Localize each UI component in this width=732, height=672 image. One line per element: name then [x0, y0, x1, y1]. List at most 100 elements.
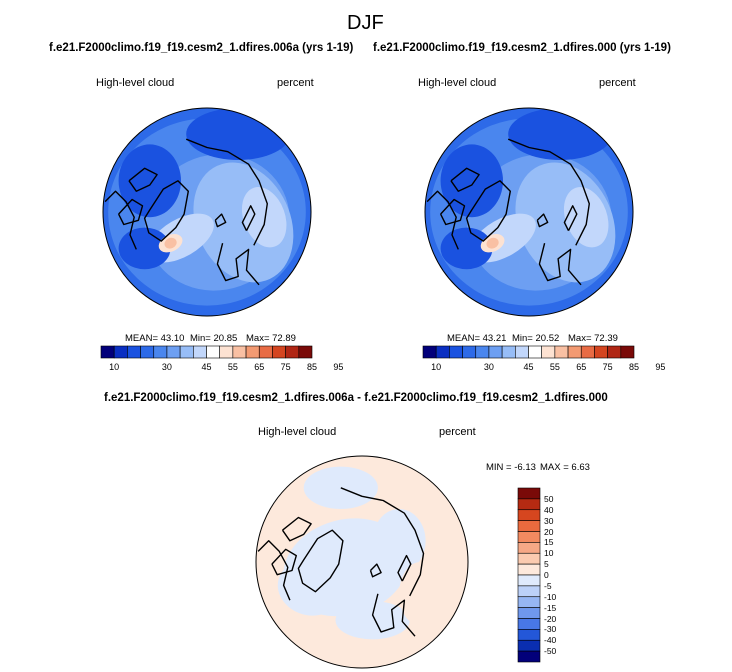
panel-1-variable-label: High-level cloud	[96, 77, 175, 89]
coastline-1	[128, 167, 158, 192]
panel-3-title: f.e21.F2000climo.f19_f19.cesm2_1.dfires.…	[104, 392, 608, 404]
colorbar-tick-label: 45	[201, 362, 212, 372]
field-region	[563, 187, 609, 248]
colorbar-tick-label: -50	[544, 646, 557, 657]
colorbar-cell	[517, 650, 541, 663]
colorbar-tick-label: -5	[544, 580, 552, 591]
coastline-6	[241, 205, 256, 232]
coastline-5	[185, 138, 268, 246]
colorbar-cell	[298, 345, 313, 359]
colorbar-tick-label: 75	[280, 362, 291, 372]
panel-2-variable-label: High-level cloud	[418, 77, 497, 89]
coastline-6	[397, 554, 412, 582]
colorbar-tick-label: -10	[544, 591, 557, 602]
panel-2-mean-stat: MEAN= 43.21	[447, 333, 507, 344]
colorbar-tick-label: 20	[544, 526, 554, 537]
map-border	[424, 107, 634, 317]
colorbar-tick-label: 95	[333, 362, 344, 372]
figure-title: DJF	[347, 12, 384, 34]
field-region	[399, 562, 442, 626]
coastline-4	[371, 593, 416, 637]
panel-3-max-stat: MAX = 6.63	[540, 462, 590, 473]
field-region	[164, 237, 177, 249]
colorbar-tick-label: 85	[628, 362, 640, 372]
colorbar-cell	[517, 531, 541, 543]
colorbar-cell	[517, 487, 541, 500]
coastline-2	[117, 198, 144, 226]
colorbar-cell	[517, 563, 541, 576]
colorbar-tick-label: 30	[544, 515, 554, 526]
coastline-5	[340, 487, 425, 597]
colorbar-tick-label: 75	[602, 362, 613, 372]
coastline-7	[536, 213, 549, 228]
panel-3-min-stat: MIN = -6.13	[486, 462, 536, 473]
colorbar-cell	[517, 520, 541, 532]
colorbar-tick-label: 55	[227, 362, 238, 372]
panel-3-units-label: percent	[439, 426, 476, 438]
colorbar-cell	[517, 509, 541, 521]
panel-3-variable-label: High-level cloud	[258, 426, 337, 438]
coastline-2	[271, 548, 297, 576]
map-border	[102, 107, 312, 317]
field-region	[241, 187, 287, 248]
panel-2-title: f.e21.F2000climo.f19_f19.cesm2_1.dfires.…	[373, 42, 671, 54]
colorbar-cell	[517, 498, 541, 511]
colorbar-tick-label: -40	[544, 635, 557, 646]
field-region	[118, 144, 181, 218]
coastline-4	[538, 243, 582, 286]
colorbar-tick-label: 50	[544, 493, 554, 504]
coastline-1	[281, 516, 312, 542]
coastline-1	[450, 167, 480, 192]
colorbar-cell	[517, 607, 541, 619]
field-region	[440, 144, 503, 218]
colorbar-tick-label: 0	[544, 570, 549, 580]
colorbar-tick-label: -30	[544, 624, 557, 635]
colorbar-tick-label: 65	[254, 362, 265, 372]
colorbar-cell	[517, 629, 541, 641]
colorbar-tick-label: 10	[109, 362, 120, 372]
colorbar-tick-label: 30	[161, 362, 172, 372]
coastline-0	[465, 180, 511, 242]
coastline-6	[563, 205, 578, 232]
colorbar-tick-label: 5	[544, 559, 549, 570]
panel-1-max-stat: Max= 72.89	[246, 333, 296, 344]
colorbar-cell	[517, 596, 541, 608]
colorbar-tick-label: -20	[544, 613, 557, 624]
panel-1-mean-stat: MEAN= 43.10	[125, 333, 185, 344]
panel-2-max-stat: Max= 72.39	[568, 333, 618, 344]
coastline-2	[439, 198, 466, 226]
colorbar-tick-label: 40	[544, 504, 554, 515]
colorbar-tick-label: 65	[576, 362, 587, 372]
colorbar-tick-label: 10	[544, 548, 554, 559]
colorbar-tick-label: 55	[549, 362, 560, 372]
colorbar-cell	[517, 618, 541, 630]
colorbar-cell	[517, 552, 541, 565]
colorbar-cell	[517, 542, 541, 554]
coastline-0	[297, 529, 344, 593]
field-region	[277, 561, 341, 616]
field-region	[486, 237, 499, 249]
colorbar-cell	[517, 574, 541, 587]
panel-2-units-label: percent	[599, 77, 636, 89]
panel-1-units-label: percent	[277, 77, 314, 89]
colorbar-tick-label: 85	[306, 362, 318, 372]
coastline-3	[257, 540, 291, 601]
coastline-4	[216, 243, 260, 286]
panel-1-title: f.e21.F2000climo.f19_f19.cesm2_1.dfires.…	[49, 42, 354, 54]
coastline-5	[507, 138, 590, 246]
map-border	[255, 455, 469, 669]
colorbar-tick-label: 45	[523, 362, 534, 372]
panel-1-min-stat: Min= 20.85	[190, 333, 238, 344]
panel-2-min-stat: Min= 20.52	[512, 333, 560, 344]
colorbar-cell	[517, 585, 541, 598]
coastline-3	[426, 190, 459, 250]
coastline-0	[143, 180, 189, 242]
colorbar-tick-label: 10	[431, 362, 442, 372]
colorbar-tick-label: -15	[544, 602, 557, 613]
colorbar-cell	[517, 639, 541, 652]
